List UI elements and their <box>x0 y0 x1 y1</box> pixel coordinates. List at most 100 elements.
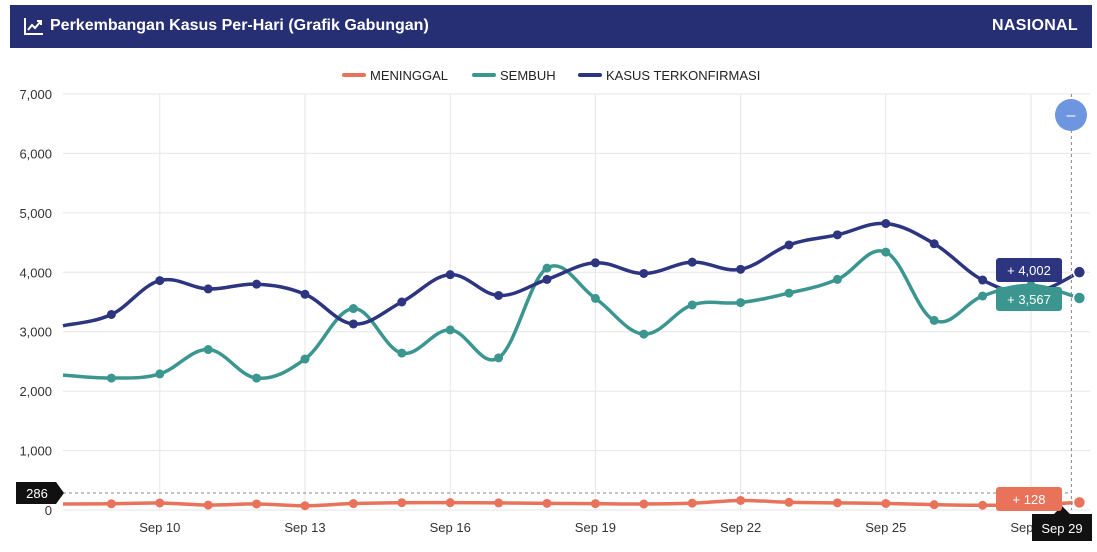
data-point[interactable] <box>300 289 310 299</box>
tooltip-label: + 3,567 <box>1007 292 1051 307</box>
legend-label[interactable]: SEMBUH <box>500 68 556 83</box>
series-kasus-terkonfirmasi[interactable] <box>62 219 1087 329</box>
legend[interactable]: MENINGGAL SEMBUH KASUS TERKONFIRMASI <box>342 68 760 83</box>
legend-item[interactable]: KASUS TERKONFIRMASI <box>578 68 760 83</box>
data-point[interactable] <box>978 275 988 285</box>
data-point[interactable] <box>978 500 988 510</box>
chart-header: Perkembangan Kasus Per-Hari (Grafik Gabu… <box>10 5 1092 48</box>
y-tick-label: 4,000 <box>19 265 52 280</box>
legend-item[interactable]: MENINGGAL <box>342 68 448 83</box>
data-point[interactable] <box>445 325 455 335</box>
data-point[interactable] <box>397 498 407 508</box>
data-point[interactable] <box>542 263 552 273</box>
x-tick-label: Sep 13 <box>284 520 325 535</box>
data-point[interactable] <box>1072 291 1087 305</box>
data-point[interactable] <box>203 500 213 510</box>
data-point[interactable] <box>687 257 697 267</box>
legend-label[interactable]: MENINGGAL <box>370 68 448 83</box>
data-point[interactable] <box>252 279 262 289</box>
data-point[interactable] <box>155 369 165 379</box>
crosshair-y-label: 286 <box>26 486 48 501</box>
tooltip-label: + 4,002 <box>1007 263 1051 278</box>
data-point[interactable] <box>978 291 988 301</box>
data-point[interactable] <box>1072 265 1087 279</box>
chart-title: Perkembangan Kasus Per-Hari (Grafik Gabu… <box>50 17 429 34</box>
x-tick-label: Sep 10 <box>139 520 180 535</box>
data-point[interactable] <box>542 274 552 284</box>
data-point[interactable] <box>542 498 552 508</box>
data-point[interactable] <box>590 258 600 268</box>
data-point[interactable] <box>832 274 842 284</box>
tooltip-box <box>996 487 1062 511</box>
data-point[interactable] <box>106 499 116 509</box>
data-point[interactable] <box>832 230 842 240</box>
data-point[interactable] <box>106 373 116 383</box>
data-point[interactable] <box>639 329 649 339</box>
y-tick-label: 1,000 <box>19 444 52 459</box>
data-point[interactable] <box>445 270 455 280</box>
data-point[interactable] <box>639 268 649 278</box>
y-tick-label: 0 <box>45 503 52 518</box>
tooltip: + 4,002 <box>996 258 1062 282</box>
tooltip-box <box>996 258 1062 282</box>
zoom-out-icon[interactable]: – <box>1067 107 1076 124</box>
data-point[interactable] <box>106 309 116 319</box>
data-point[interactable] <box>494 498 504 508</box>
data-point[interactable] <box>1072 495 1087 510</box>
x-axis-ticks: Sep 10 Sep 13 Sep 16 Sep 19 Sep 22 Sep 25 Sep … <box>139 520 1051 535</box>
data-point[interactable] <box>881 219 891 229</box>
data-point[interactable] <box>348 304 358 314</box>
data-point[interactable] <box>252 373 262 383</box>
data-point[interactable] <box>300 501 310 511</box>
data-point[interactable] <box>736 298 746 308</box>
series-meninggal[interactable] <box>62 495 1087 511</box>
data-point[interactable] <box>736 495 746 505</box>
crosshair-x-tag <box>1032 506 1092 541</box>
series-line[interactable] <box>62 221 1081 328</box>
data-point[interactable] <box>929 500 939 510</box>
region-label: NASIONAL <box>992 17 1078 34</box>
tooltip-box <box>996 287 1062 311</box>
legend-item[interactable]: SEMBUH <box>472 68 556 83</box>
data-point[interactable] <box>639 499 649 509</box>
series-line[interactable] <box>62 498 1080 508</box>
series-sembuh[interactable] <box>62 247 1087 383</box>
data-point[interactable] <box>590 499 600 509</box>
data-point[interactable] <box>784 240 794 250</box>
data-point[interactable] <box>881 498 891 508</box>
y-tick-label: 2,000 <box>19 384 52 399</box>
data-point[interactable] <box>203 284 213 294</box>
data-point[interactable] <box>445 498 455 508</box>
data-point[interactable] <box>736 264 746 274</box>
data-point[interactable] <box>494 353 504 363</box>
data-point[interactable] <box>348 499 358 509</box>
data-point[interactable] <box>929 239 939 249</box>
data-point[interactable] <box>494 290 504 300</box>
data-point[interactable] <box>784 288 794 298</box>
x-tick-label: Sep 22 <box>720 520 761 535</box>
data-point[interactable] <box>590 293 600 303</box>
data-point[interactable] <box>832 498 842 508</box>
y-tick-label: 3,000 <box>19 325 52 340</box>
data-point[interactable] <box>687 300 697 310</box>
data-point[interactable] <box>252 499 262 509</box>
data-point[interactable] <box>929 315 939 325</box>
data-point[interactable] <box>348 319 358 329</box>
data-point[interactable] <box>155 276 165 286</box>
zoom-out-button[interactable]: – <box>1055 99 1087 131</box>
data-point[interactable] <box>784 497 794 507</box>
data-point[interactable] <box>687 498 697 508</box>
data-point[interactable] <box>300 354 310 364</box>
data-point[interactable] <box>881 247 891 257</box>
series-line[interactable] <box>62 249 1080 381</box>
data-point[interactable] <box>397 348 407 358</box>
data-point[interactable] <box>203 345 213 355</box>
data-point[interactable] <box>155 498 165 508</box>
data-point[interactable] <box>397 297 407 307</box>
tooltip-label: + 128 <box>1013 492 1046 507</box>
x-tick-label: Sep 19 <box>575 520 616 535</box>
tooltip: + 3,567 <box>996 287 1062 311</box>
legend-label[interactable]: KASUS TERKONFIRMASI <box>606 68 760 83</box>
x-tick-label: Sep 25 <box>865 520 906 535</box>
